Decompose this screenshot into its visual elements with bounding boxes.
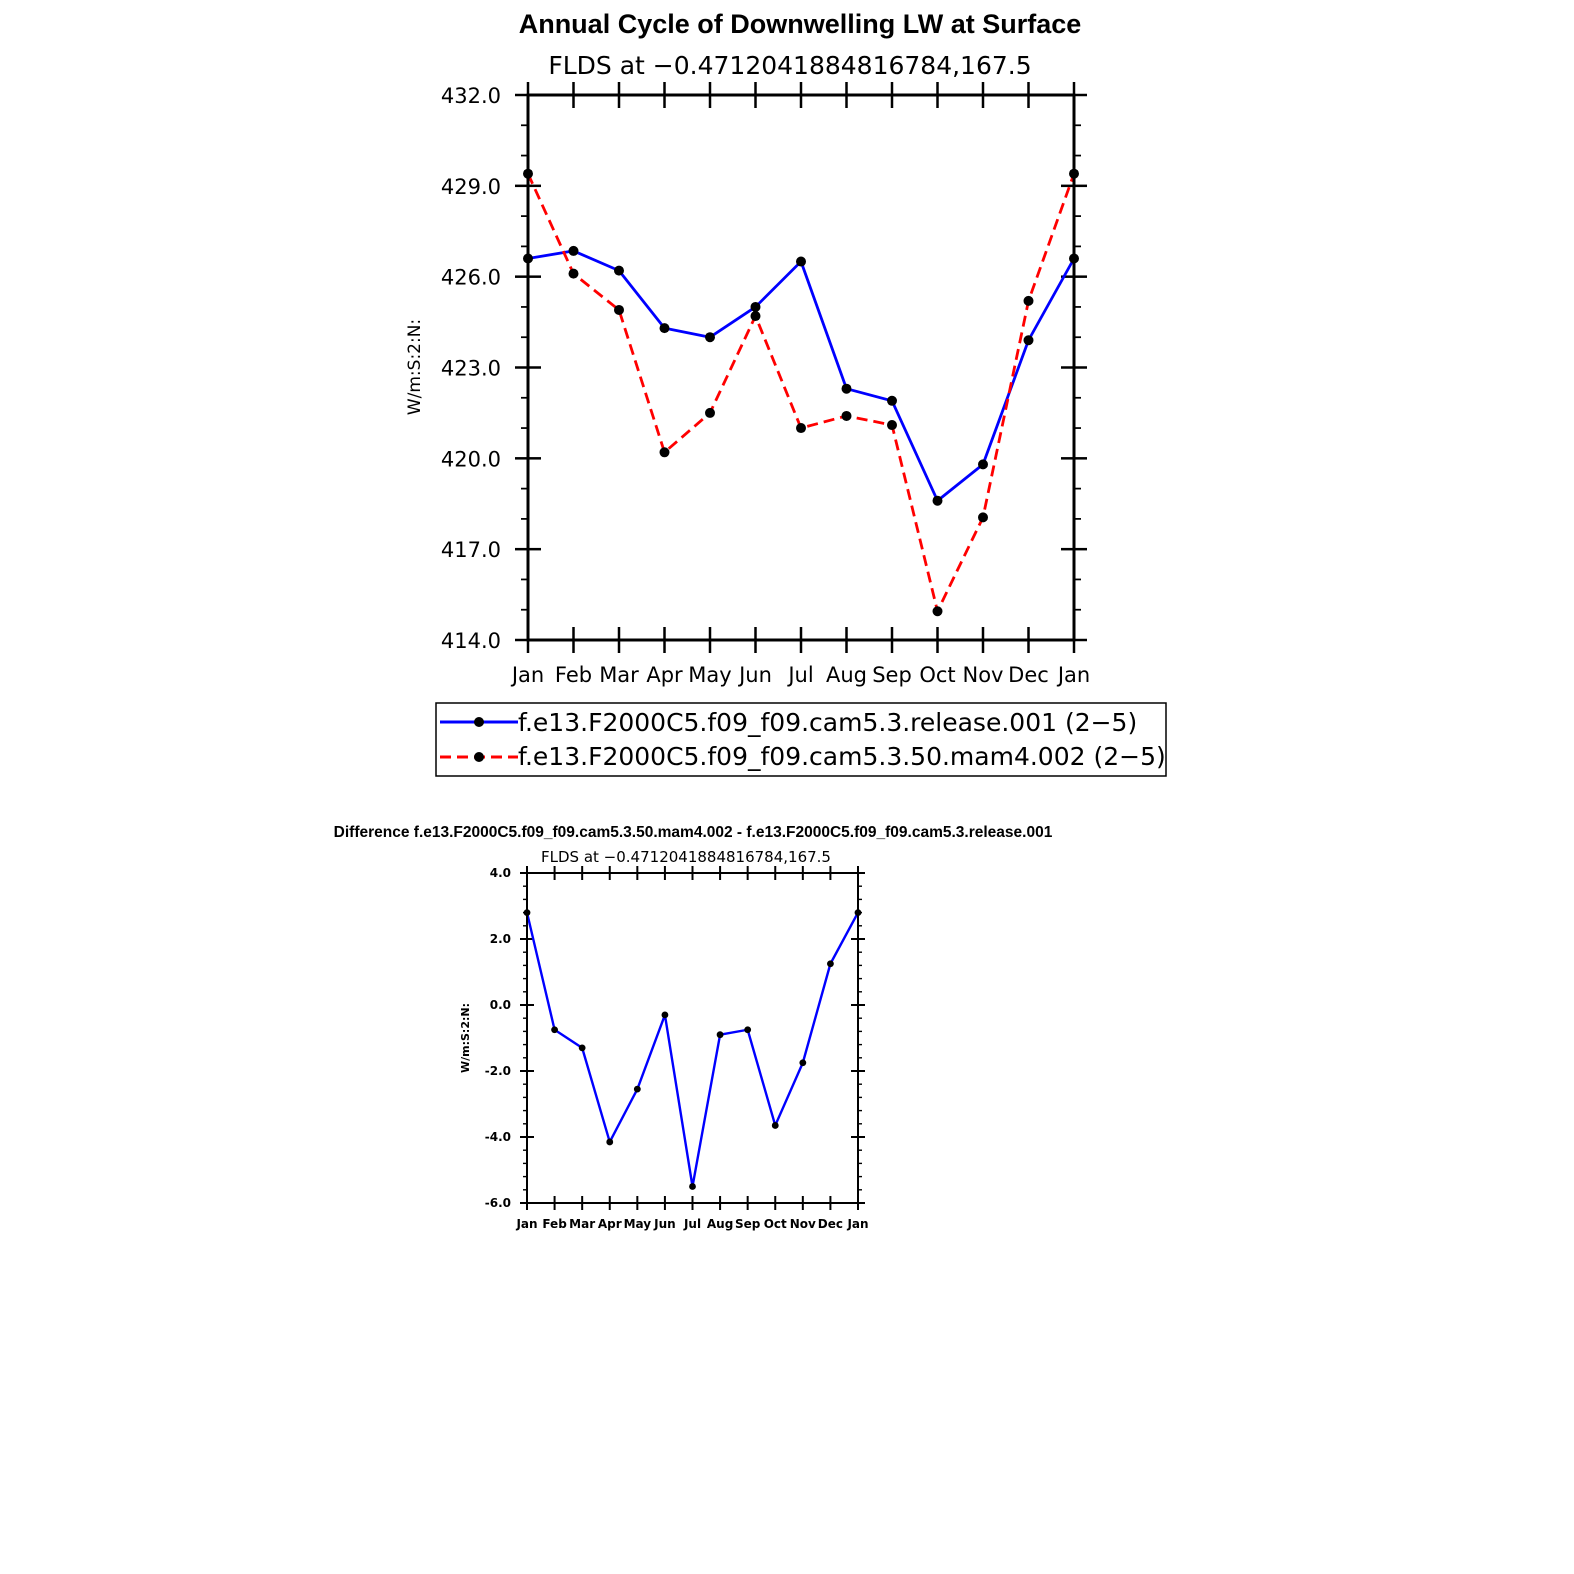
data-point-1 bbox=[841, 410, 852, 421]
data-point-0 bbox=[887, 395, 897, 406]
data-point-1 bbox=[932, 606, 943, 617]
data-point-0 bbox=[705, 332, 715, 343]
x-tick-label: Dec bbox=[818, 1217, 843, 1231]
data-point-0 bbox=[689, 1183, 696, 1190]
main-chart-y-axis-label: W/m:S:2:N: bbox=[405, 319, 425, 415]
y-tick-label: 432.0 bbox=[441, 84, 501, 108]
data-point-0 bbox=[799, 1059, 807, 1067]
x-tick-label: May bbox=[624, 1217, 652, 1231]
main-chart-plot-frame bbox=[526, 93, 1076, 642]
series-line-0 bbox=[527, 249, 1076, 503]
data-point-1 bbox=[887, 420, 897, 431]
x-tick-label: Jun bbox=[737, 663, 772, 687]
data-point-0 bbox=[932, 495, 943, 506]
main-chart-legend: f.e13.F2000C5.f09_f09.cam5.3.release.001… bbox=[435, 702, 1167, 777]
main-chart-series bbox=[523, 168, 1079, 617]
y-tick-label: 414.0 bbox=[441, 629, 501, 653]
series-line-1 bbox=[526, 173, 1076, 613]
data-point-0 bbox=[978, 459, 988, 470]
data-point-0 bbox=[551, 1026, 558, 1034]
main-chart: Annual Cycle of Downwelling LW at Surfac… bbox=[405, 9, 1167, 777]
data-point-0 bbox=[633, 1085, 641, 1093]
x-tick-label: Jul bbox=[683, 1217, 701, 1231]
data-point-0 bbox=[614, 265, 624, 276]
y-tick-label: 426.0 bbox=[441, 266, 501, 290]
data-point-0 bbox=[661, 1011, 669, 1019]
data-point-1 bbox=[705, 407, 715, 418]
y-tick-label: 4.0 bbox=[490, 866, 511, 880]
x-tick-label: Sep bbox=[872, 663, 912, 687]
x-tick-label: Apr bbox=[646, 663, 683, 687]
x-tick-label: Jun bbox=[653, 1217, 676, 1231]
y-tick-label: -4.0 bbox=[485, 1130, 511, 1144]
legend-box bbox=[435, 702, 1167, 777]
y-tick-label: -2.0 bbox=[485, 1064, 511, 1078]
x-tick-label: Nov bbox=[963, 663, 1004, 687]
series-line-0 bbox=[525, 912, 860, 1188]
x-tick-label: Feb bbox=[555, 663, 592, 687]
data-point-0 bbox=[716, 1031, 724, 1039]
main-chart-axes: 414.0 417.0 420.0 423.0 426.0 429.0 432.0 Jan Fe… bbox=[441, 82, 1090, 687]
x-tick-label: Oct bbox=[764, 1217, 787, 1231]
legend-mam4-label: f.e13.F2000C5.f09_f09.cam5.3.50.mam4.002… bbox=[518, 742, 1166, 771]
x-tick-label: Dec bbox=[1008, 663, 1049, 687]
difference-chart-plot-frame bbox=[526, 872, 859, 1204]
x-tick-label: Mar bbox=[569, 1217, 595, 1231]
difference-chart: Difference f.e13.F2000C5.f09_f09.cam5.3.… bbox=[334, 824, 1053, 1231]
x-tick-label: Jan bbox=[846, 1217, 868, 1231]
data-point-0 bbox=[1023, 335, 1034, 346]
y-tick-label: 417.0 bbox=[441, 538, 501, 562]
x-tick-label: Apr bbox=[598, 1217, 622, 1231]
x-tick-label: Oct bbox=[919, 663, 955, 687]
y-tick-label: 2.0 bbox=[490, 932, 511, 946]
x-tick-label: Nov bbox=[790, 1217, 816, 1231]
legend-release-marker bbox=[474, 717, 484, 727]
x-tick-label: Jul bbox=[786, 663, 813, 687]
y-tick-label: 423.0 bbox=[441, 357, 501, 381]
data-point-1 bbox=[750, 311, 761, 322]
y-tick-label: 0.0 bbox=[490, 998, 511, 1012]
data-point-1 bbox=[1023, 295, 1034, 306]
data-point-0 bbox=[568, 245, 579, 256]
y-tick-label: -6.0 bbox=[485, 1196, 511, 1210]
legend-mam4-marker bbox=[474, 752, 484, 762]
main-chart-title: Annual Cycle of Downwelling LW at Surfac… bbox=[519, 9, 1082, 39]
x-tick-label: Sep bbox=[735, 1217, 761, 1231]
data-point-0 bbox=[771, 1122, 779, 1129]
y-tick-label: 420.0 bbox=[441, 447, 501, 471]
x-tick-label: Jan bbox=[1056, 663, 1090, 687]
legend-release-label: f.e13.F2000C5.f09_f09.cam5.3.release.001… bbox=[518, 708, 1137, 737]
data-point-1 bbox=[659, 447, 670, 458]
data-point-0 bbox=[578, 1044, 586, 1052]
difference-chart-title: Difference f.e13.F2000C5.f09_f09.cam5.3.… bbox=[334, 824, 1053, 841]
data-point-0 bbox=[750, 301, 761, 312]
data-point-0 bbox=[796, 256, 806, 267]
legend-entry-release: f.e13.F2000C5.f09_f09.cam5.3.release.001… bbox=[440, 708, 1137, 737]
x-tick-label: May bbox=[688, 663, 731, 687]
main-chart-subtitle: FLDS at −0.4712041884816784,167.5 bbox=[548, 51, 1031, 80]
x-tick-label: Jan bbox=[510, 663, 544, 687]
difference-chart-series bbox=[523, 909, 862, 1190]
data-point-0 bbox=[827, 960, 834, 968]
data-point-0 bbox=[841, 383, 852, 394]
data-point-1 bbox=[568, 268, 579, 279]
x-tick-label: Jan bbox=[515, 1217, 537, 1231]
legend-entry-mam4: f.e13.F2000C5.f09_f09.cam5.3.50.mam4.002… bbox=[440, 742, 1166, 771]
difference-chart-subtitle: FLDS at −0.4712041884816784,167.5 bbox=[541, 848, 831, 866]
y-tick-label: 429.0 bbox=[441, 175, 501, 199]
x-tick-label: Aug bbox=[826, 663, 867, 687]
data-point-0 bbox=[659, 323, 670, 334]
data-point-0 bbox=[744, 1026, 752, 1034]
data-point-1 bbox=[978, 512, 988, 523]
x-tick-label: Mar bbox=[599, 663, 639, 687]
data-point-0 bbox=[606, 1138, 614, 1146]
x-tick-label: Aug bbox=[707, 1217, 733, 1231]
data-point-1 bbox=[796, 423, 806, 434]
data-point-1 bbox=[614, 304, 624, 315]
difference-chart-axes: -6.0 -4.0 -2.0 0.0 2.0 4.0 Jan Feb Mar Apr May Jun J… bbox=[485, 866, 869, 1231]
x-tick-label: Feb bbox=[542, 1217, 567, 1231]
difference-chart-y-axis-label: W/m:S:2:N: bbox=[459, 1003, 472, 1073]
